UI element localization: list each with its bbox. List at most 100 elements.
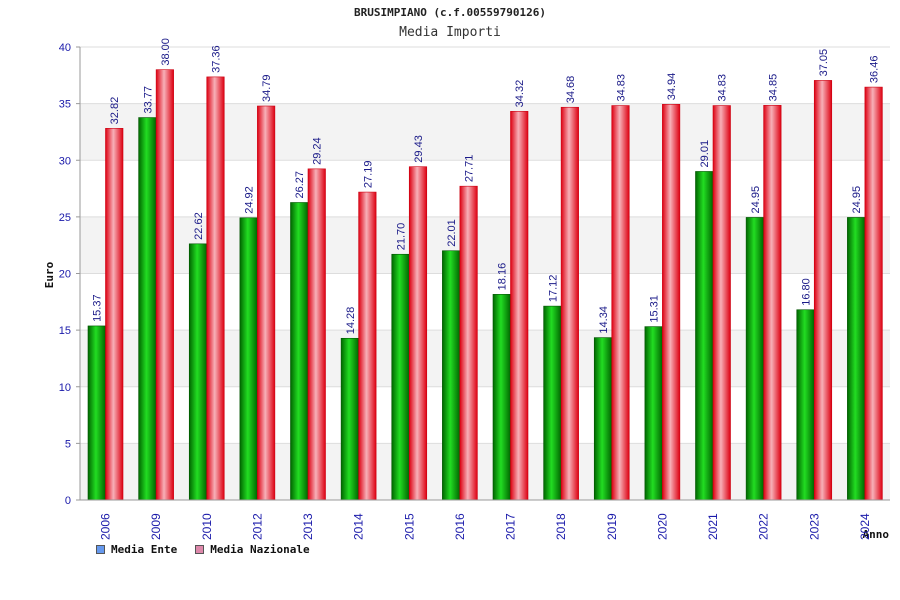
data-label: 22.01 <box>446 219 458 247</box>
data-label: 24.92 <box>244 186 256 214</box>
bar-media-nazionale-2022 <box>763 105 782 501</box>
bar-media-nazionale-2024 <box>864 86 883 501</box>
data-label: 34.94 <box>666 73 678 101</box>
bar-media-ente-2014 <box>340 337 359 501</box>
data-label: 15.37 <box>92 294 104 322</box>
bar-media-nazionale-2009 <box>155 69 174 501</box>
legend-label-media-ente: Media Ente <box>111 543 178 556</box>
bar-media-nazionale-2014 <box>358 191 377 501</box>
data-label: 29.43 <box>413 135 425 163</box>
legend-label-media-nazionale: Media Nazionale <box>210 543 310 556</box>
bar-media-nazionale-2006 <box>105 128 124 501</box>
data-label: 24.95 <box>851 186 863 214</box>
data-label: 27.71 <box>464 155 476 183</box>
data-label: 34.83 <box>717 74 729 102</box>
x-tick-label: 2012 <box>250 513 264 540</box>
x-tick-label: 2009 <box>149 513 163 540</box>
bar-media-nazionale-2013 <box>307 168 326 501</box>
bar-media-nazionale-2015 <box>408 166 428 501</box>
x-tick-label: 2010 <box>200 513 214 540</box>
legend-item-media-nazionale: Media Nazionale <box>195 543 310 556</box>
y-tick-label: 30 <box>59 155 71 167</box>
legend: Media Ente Media Nazionale <box>96 543 310 556</box>
bar-media-ente-2010 <box>188 243 208 501</box>
x-tick-label: 2020 <box>655 513 669 540</box>
data-label: 15.31 <box>649 295 661 323</box>
bar-media-ente-2015 <box>391 253 410 501</box>
bar-media-ente-2020 <box>644 326 663 501</box>
x-tick-label: 2015 <box>402 513 416 540</box>
data-label: 14.34 <box>598 306 610 334</box>
bar-media-nazionale-2016 <box>459 185 478 501</box>
data-label: 22.62 <box>193 212 205 240</box>
bar-media-nazionale-2021 <box>712 105 731 501</box>
x-tick-label: 2017 <box>504 513 518 540</box>
y-tick-label: 15 <box>59 325 71 337</box>
x-tick-label: 2019 <box>605 513 619 540</box>
bar-media-nazionale-2018 <box>560 106 579 501</box>
bar-media-nazionale-2023 <box>813 80 833 501</box>
bar-media-ente-2023 <box>796 309 815 501</box>
bar-media-ente-2022 <box>745 217 764 501</box>
bar-media-ente-2016 <box>442 250 461 501</box>
chart-subtitle: Media Importi <box>399 25 501 40</box>
data-label: 37.36 <box>211 45 223 73</box>
x-tick-label: 2013 <box>301 513 315 540</box>
x-tick-label: 2018 <box>554 513 568 540</box>
data-label: 38.00 <box>160 38 172 66</box>
data-label: 18.16 <box>497 263 509 291</box>
data-label: 21.70 <box>396 223 408 251</box>
y-tick-label: 40 <box>59 42 71 54</box>
x-tick-label: 2022 <box>757 513 771 540</box>
x-tick-label: 2024 <box>858 513 872 540</box>
y-tick-label: 10 <box>59 382 71 394</box>
legend-swatch-media-ente <box>96 545 105 554</box>
y-tick-label: 5 <box>65 438 71 450</box>
data-label: 17.12 <box>547 275 559 303</box>
legend-item-media-ente: Media Ente <box>96 543 177 556</box>
data-label: 27.19 <box>362 161 374 189</box>
bar-media-ente-2012 <box>239 217 258 501</box>
x-axis-label: Anno <box>863 528 890 541</box>
data-label: 34.85 <box>767 74 779 102</box>
legend-swatch-media-nazionale <box>195 545 205 554</box>
y-tick-label: 35 <box>59 99 71 111</box>
bar-media-nazionale-2017 <box>510 111 529 501</box>
data-label: 34.32 <box>514 80 526 108</box>
bar-media-nazionale-2010 <box>206 76 225 501</box>
bar-media-ente-2006 <box>87 325 106 501</box>
bar-media-ente-2013 <box>290 202 309 501</box>
bar-media-nazionale-2019 <box>611 105 630 501</box>
x-tick-label: 2023 <box>807 513 821 540</box>
y-tick-label: 20 <box>59 269 71 281</box>
data-label: 34.83 <box>616 74 628 102</box>
data-label: 24.95 <box>750 186 762 214</box>
data-label: 37.05 <box>818 49 830 77</box>
x-tick-label: 2014 <box>352 513 366 540</box>
y-axis-label: Euro <box>43 261 56 288</box>
bar-media-ente-2017 <box>492 294 511 501</box>
bar-media-ente-2024 <box>847 217 866 501</box>
data-label: 16.80 <box>801 278 813 306</box>
data-label: 33.77 <box>142 86 154 114</box>
data-label: 26.27 <box>294 171 306 199</box>
y-tick-label: 25 <box>59 212 71 224</box>
bar-media-ente-2019 <box>593 337 613 501</box>
data-label: 14.28 <box>345 307 357 335</box>
data-label: 34.79 <box>261 74 273 102</box>
bar-media-ente-2009 <box>138 117 157 501</box>
bar-media-ente-2021 <box>695 171 714 501</box>
x-tick-label: 2006 <box>99 513 113 540</box>
data-label: 36.46 <box>869 56 881 84</box>
data-label: 29.01 <box>699 140 711 168</box>
x-tick-label: 2016 <box>453 513 467 540</box>
bar-media-nazionale-2012 <box>257 105 276 501</box>
data-label: 34.68 <box>565 76 577 104</box>
data-label: 29.24 <box>312 137 324 165</box>
bar-media-nazionale-2020 <box>662 104 681 501</box>
x-tick-label: 2021 <box>706 513 720 540</box>
data-label: 32.82 <box>109 97 121 125</box>
chart-title: BRUSIMPIANO (c.f.00559790126) <box>353 6 547 19</box>
y-tick-label: 0 <box>65 495 71 507</box>
